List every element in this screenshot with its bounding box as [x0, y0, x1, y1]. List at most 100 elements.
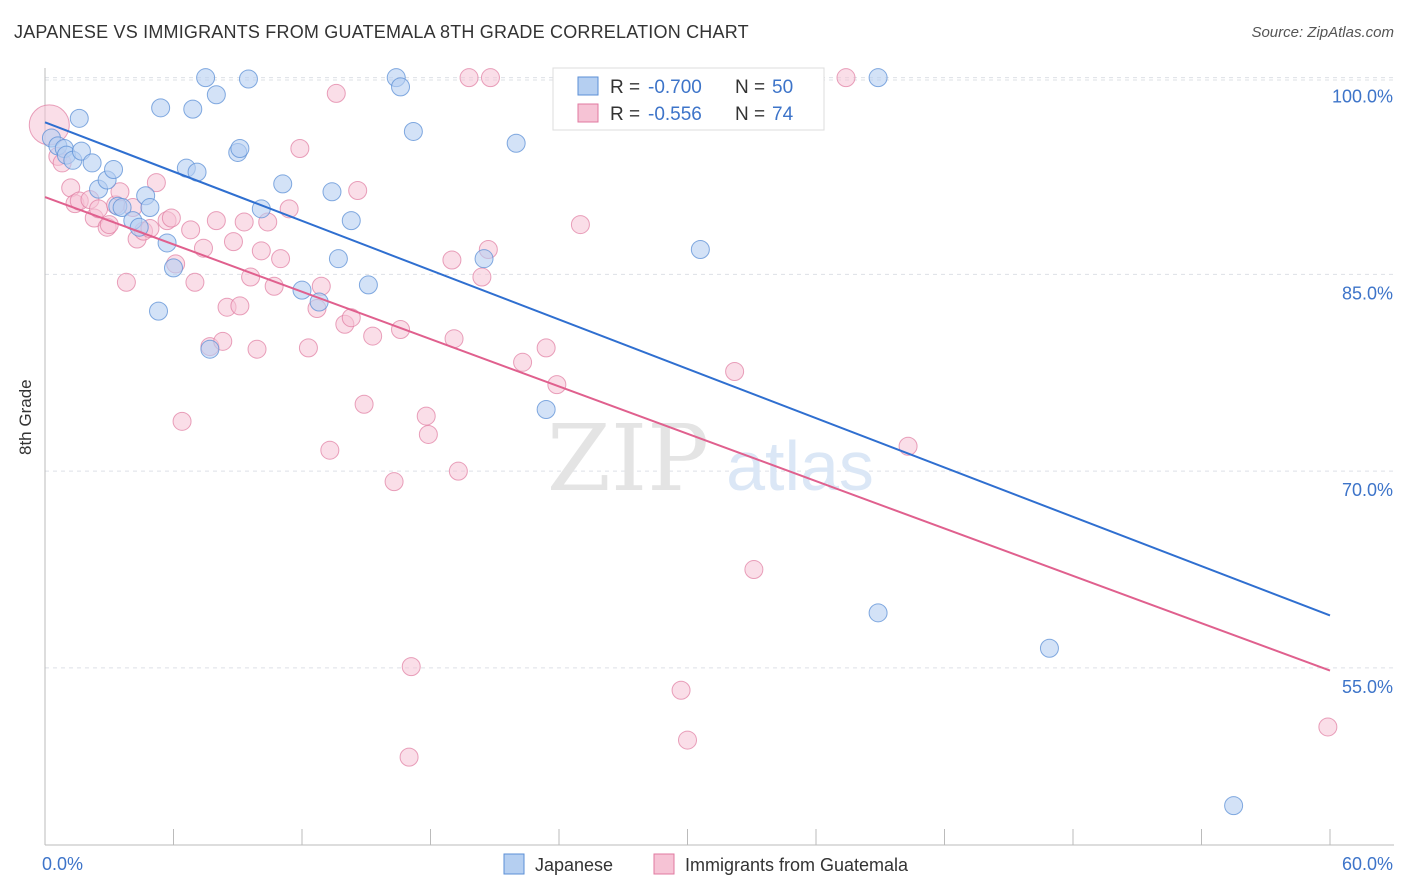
- guatemala-point: [116, 272, 136, 292]
- source-label: Source: ZipAtlas.com: [1251, 24, 1394, 41]
- japanese-point: [183, 99, 203, 119]
- series-legend-swatch-japanese: [503, 853, 525, 875]
- guatemala-point: [172, 411, 192, 431]
- guatemala-point: [348, 180, 368, 200]
- guatemala-point: [480, 68, 500, 88]
- japanese-point: [358, 275, 378, 295]
- japanese-point: [129, 217, 149, 237]
- guatemala-point: [1318, 717, 1338, 737]
- japanese-point: [112, 198, 132, 218]
- chart-title: JAPANESE VS IMMIGRANTS FROM GUATEMALA 8T…: [14, 22, 749, 42]
- series-legend-swatch-guatemala: [653, 853, 675, 875]
- japanese-point: [474, 249, 494, 269]
- legend-n-value-japanese: 50: [772, 77, 793, 98]
- guatemala-point: [744, 560, 764, 580]
- japanese-point: [391, 77, 411, 97]
- guatemala-point: [671, 680, 691, 700]
- legend-r-value-japanese: -0.700: [648, 77, 702, 98]
- x-tick-labels: 0.0% 60.0%: [42, 854, 1393, 874]
- guatemala-point: [459, 68, 479, 88]
- guatemala-point: [442, 250, 462, 270]
- guatemala-point: [384, 472, 404, 492]
- guatemala-point: [311, 276, 331, 296]
- japanese-point: [868, 603, 888, 623]
- series-legend: Japanese Immigrants from Guatemala: [503, 853, 909, 875]
- guatemala-point: [416, 406, 436, 426]
- guatemala-point: [725, 361, 745, 381]
- guatemala-point: [271, 249, 291, 269]
- guatemala-point: [513, 352, 533, 372]
- guatemala-point: [399, 747, 419, 767]
- stats-legend: R = -0.700 N = 50 R = -0.556 N = 74: [552, 67, 825, 131]
- legend-n-value-guatemala: 74: [772, 104, 794, 125]
- x-tick-label-min: 0.0%: [42, 854, 83, 874]
- japanese-point: [149, 301, 169, 321]
- guatemala-point: [290, 139, 310, 159]
- legend-n-label-japanese: N =: [735, 77, 765, 98]
- japanese-point: [238, 69, 258, 89]
- guatemala-point: [401, 657, 421, 677]
- guatemala-point: [181, 220, 201, 240]
- x-tick-label-max: 60.0%: [1342, 854, 1393, 874]
- japanese-point: [151, 98, 171, 118]
- legend-r-label-japanese: R =: [610, 77, 640, 98]
- guatemala-point: [341, 308, 361, 328]
- japanese-point: [403, 121, 423, 141]
- japanese-point: [868, 68, 888, 88]
- japanese-point: [196, 68, 216, 88]
- y-tick-label: 70.0%: [1342, 480, 1393, 500]
- guatemala-point: [320, 440, 340, 460]
- guatemala-point: [354, 394, 374, 414]
- legend-r-value-guatemala: -0.556: [648, 104, 702, 125]
- japanese-point: [230, 139, 250, 159]
- y-axis-label: 8th Grade: [16, 379, 35, 455]
- guatemala-point: [536, 338, 556, 358]
- guatemala-point: [448, 461, 468, 481]
- legend-swatch-guatemala: [577, 103, 599, 123]
- japanese-point: [506, 133, 526, 153]
- gridlines: [45, 77, 1394, 669]
- japanese-point: [690, 240, 710, 260]
- japanese-trend-line: [44, 121, 1331, 617]
- guatemala-point: [247, 339, 267, 359]
- japanese-point: [71, 141, 91, 161]
- guatemala-point: [264, 276, 284, 296]
- japanese-point: [1039, 638, 1059, 658]
- guatemala-point: [223, 232, 243, 252]
- guatemala-point: [251, 241, 271, 261]
- guatemala-point: [363, 326, 383, 346]
- japanese-point: [164, 258, 183, 278]
- guatemala-point: [193, 238, 213, 258]
- legend-r-label-guatemala: R =: [610, 104, 640, 125]
- japanese-point: [341, 211, 361, 231]
- japanese-point: [82, 153, 102, 173]
- guatemala-point: [185, 272, 205, 292]
- guatemala-point: [146, 173, 166, 193]
- guatemala-point: [836, 68, 856, 88]
- japanese-point: [322, 182, 342, 202]
- guatemala-point: [206, 211, 226, 231]
- watermark-zip: ZIP: [547, 405, 709, 512]
- guatemala-point: [418, 424, 438, 444]
- guatemala-point: [678, 730, 697, 750]
- japanese-point: [140, 198, 160, 218]
- japanese-point: [69, 108, 89, 128]
- legend-swatch-japanese: [577, 76, 599, 96]
- japanese-point: [200, 339, 220, 359]
- guatemala-point: [326, 83, 346, 103]
- japanese-point: [206, 85, 226, 105]
- japanese-point: [273, 174, 293, 194]
- guatemala-point: [391, 320, 411, 340]
- guatemala-point: [472, 267, 492, 287]
- guatemala-point: [234, 212, 254, 232]
- watermark-atlas: atlas: [726, 427, 874, 505]
- legend-n-label-guatemala: N =: [735, 104, 765, 125]
- guatemala-trend-line: [44, 196, 1331, 672]
- guatemala-point: [570, 215, 590, 235]
- guatemala-point: [161, 208, 181, 228]
- guatemala-point: [230, 296, 250, 316]
- japanese-point: [328, 249, 348, 269]
- y-tick-label: 55.0%: [1342, 677, 1393, 697]
- japanese-point: [292, 280, 312, 300]
